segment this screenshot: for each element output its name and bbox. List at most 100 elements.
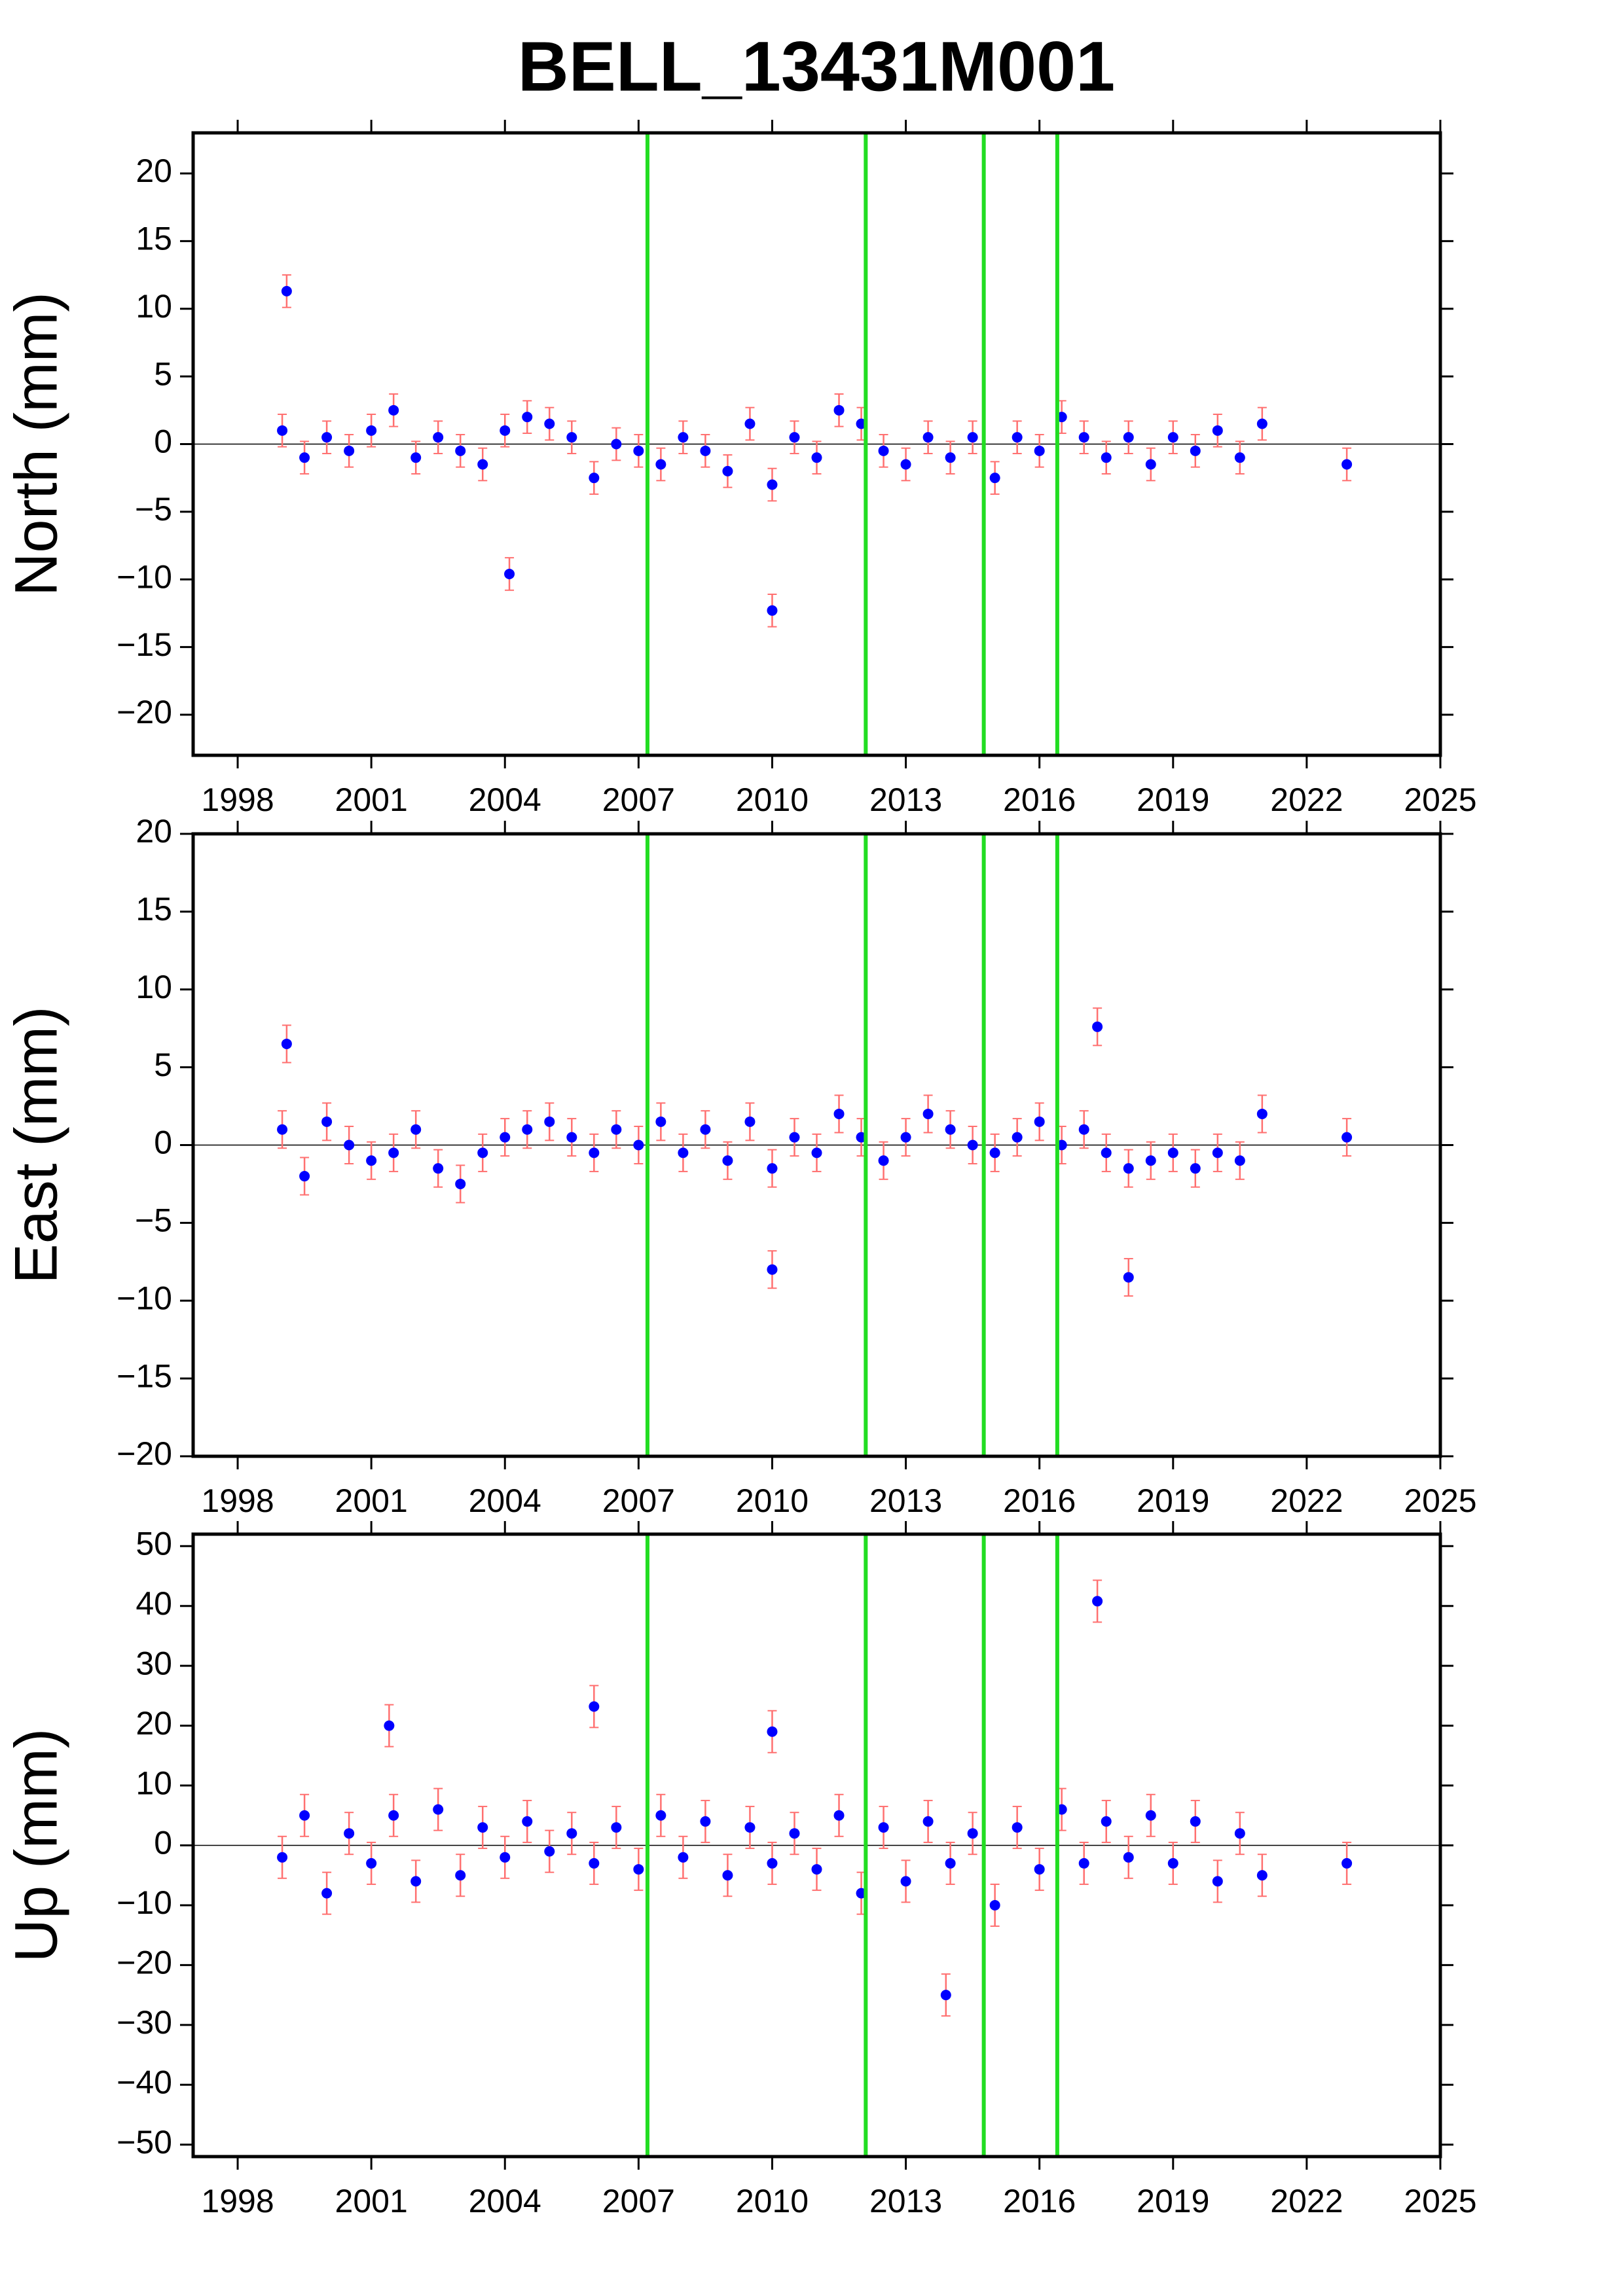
data-point — [366, 1857, 377, 1869]
x-tick-label: 1998 — [201, 781, 274, 818]
data-point — [878, 445, 889, 456]
data-point — [477, 1147, 488, 1158]
data-point — [455, 445, 466, 456]
data-point — [1145, 1810, 1156, 1821]
data-point — [321, 432, 333, 443]
data-point — [633, 445, 644, 456]
data-point — [700, 445, 711, 456]
data-point — [388, 1810, 399, 1821]
data-point — [299, 1171, 310, 1182]
data-point — [366, 1155, 377, 1166]
data-point — [833, 1810, 845, 1821]
data-point — [1190, 1163, 1201, 1174]
data-point — [344, 1828, 355, 1839]
data-point — [1145, 1155, 1156, 1166]
data-point — [1256, 1108, 1267, 1119]
data-point — [811, 1864, 822, 1875]
data-point — [522, 1124, 533, 1135]
data-point — [388, 404, 399, 416]
data-point — [281, 1038, 292, 1049]
y-tick-label: −50 — [117, 2124, 172, 2161]
data-point — [922, 1108, 934, 1119]
data-point — [589, 1701, 600, 1712]
y-tick-label: −20 — [117, 1435, 172, 1472]
data-point — [767, 1857, 778, 1869]
data-point — [989, 1899, 1000, 1910]
data-point — [655, 1810, 666, 1821]
data-point — [321, 1116, 333, 1127]
data-point — [789, 432, 800, 443]
data-point — [989, 1147, 1000, 1158]
data-point — [1212, 1147, 1223, 1158]
data-point — [1212, 1876, 1223, 1887]
x-tick-label: 2010 — [736, 1482, 809, 1519]
y-tick-label: 0 — [154, 423, 172, 460]
data-point — [767, 1264, 778, 1275]
x-tick-label: 1998 — [201, 1482, 274, 1519]
y-tick-label: 15 — [136, 221, 172, 257]
x-tick-label: 2025 — [1404, 1482, 1476, 1519]
data-point — [388, 1147, 399, 1158]
y-tick-label: −40 — [117, 2064, 172, 2100]
data-point — [433, 1163, 444, 1174]
x-tick-label: 2013 — [869, 2183, 942, 2219]
x-tick-label: 2016 — [1003, 1482, 1076, 1519]
data-point — [967, 1139, 978, 1151]
data-point — [544, 1116, 555, 1127]
data-point — [989, 473, 1000, 484]
x-tick-label: 2016 — [1003, 2183, 1076, 2219]
data-point — [589, 473, 600, 484]
data-point — [504, 568, 515, 579]
y-tick-label: −15 — [117, 1357, 172, 1394]
data-point — [878, 1822, 889, 1833]
data-point — [277, 425, 288, 436]
data-point — [277, 1852, 288, 1863]
data-point — [566, 1132, 577, 1143]
x-tick-label: 2022 — [1270, 781, 1343, 818]
x-tick-label: 2019 — [1137, 2183, 1209, 2219]
data-point — [1256, 418, 1267, 429]
x-tick-label: 2004 — [469, 2183, 541, 2219]
data-point — [1078, 1124, 1089, 1135]
data-point — [878, 1155, 889, 1166]
y-tick-label: 40 — [136, 1585, 172, 1622]
data-point — [611, 439, 622, 450]
data-point — [811, 1147, 822, 1158]
data-point — [1078, 432, 1089, 443]
y-tick-label: 20 — [136, 1705, 172, 1742]
x-tick-label: 1998 — [201, 2183, 274, 2219]
data-point — [277, 1124, 288, 1135]
data-point — [321, 1888, 333, 1899]
data-point — [1190, 1816, 1201, 1827]
data-point — [500, 425, 511, 436]
x-tick-label: 2016 — [1003, 781, 1076, 818]
data-point — [455, 1870, 466, 1881]
y-tick-label: 0 — [154, 1825, 172, 1861]
data-point — [1034, 1116, 1045, 1127]
data-point — [700, 1816, 711, 1827]
data-point — [566, 1828, 577, 1839]
data-point — [922, 1816, 934, 1827]
data-point — [1034, 445, 1045, 456]
data-point — [900, 459, 911, 470]
data-point — [589, 1147, 600, 1158]
data-point — [945, 1124, 956, 1135]
data-point — [789, 1828, 800, 1839]
x-tick-label: 2010 — [736, 2183, 809, 2219]
data-point — [1123, 1163, 1134, 1174]
y-tick-label: −5 — [135, 1202, 172, 1239]
data-point — [767, 479, 778, 490]
x-tick-label: 2004 — [469, 781, 541, 818]
data-point — [655, 1116, 666, 1127]
data-point — [1341, 1132, 1353, 1143]
data-point — [1012, 1132, 1023, 1143]
x-tick-label: 2001 — [335, 781, 408, 818]
data-point — [767, 605, 778, 616]
data-point — [1341, 459, 1353, 470]
x-tick-label: 2001 — [335, 1482, 408, 1519]
y-tick-label: −20 — [117, 1945, 172, 1981]
y-tick-label: 5 — [154, 1047, 172, 1083]
data-point — [900, 1132, 911, 1143]
x-tick-label: 2025 — [1404, 2183, 1476, 2219]
data-point — [1101, 1147, 1112, 1158]
